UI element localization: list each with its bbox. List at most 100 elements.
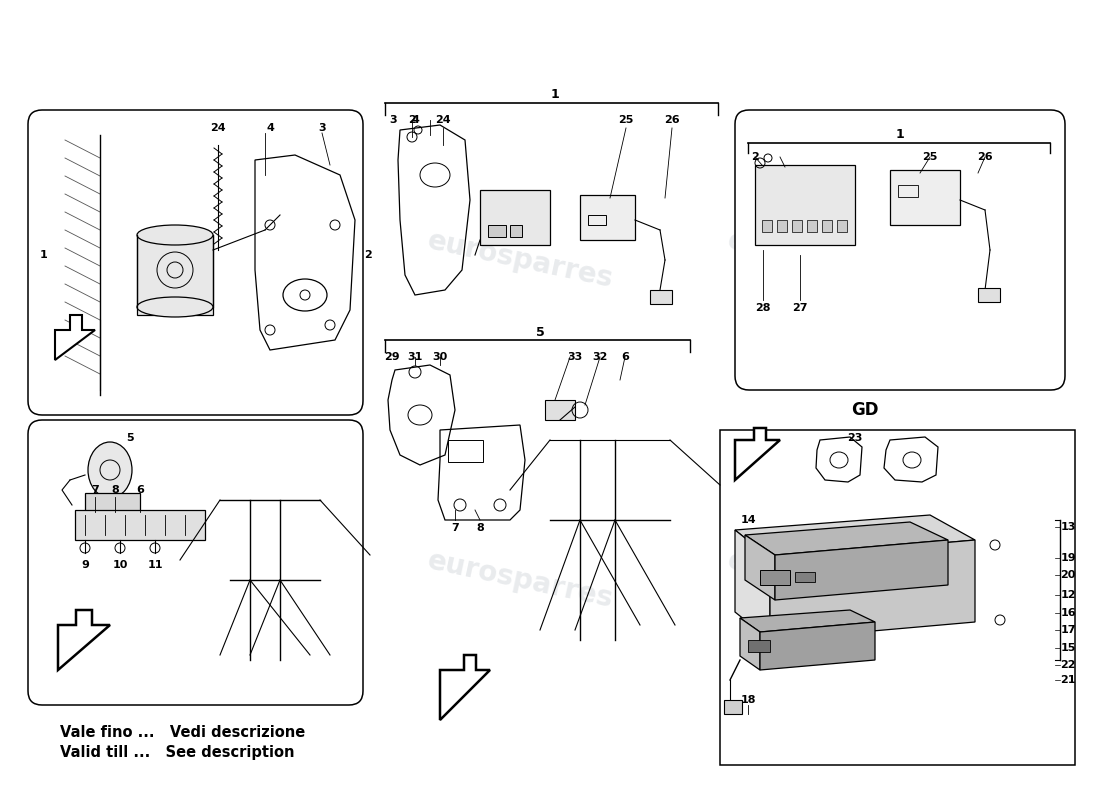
Polygon shape xyxy=(770,540,975,640)
Text: Vale fino ...   Vedi descrizione: Vale fino ... Vedi descrizione xyxy=(60,725,306,740)
Text: 1: 1 xyxy=(40,250,48,260)
Bar xyxy=(755,165,855,245)
Text: 1: 1 xyxy=(551,89,560,102)
Text: 6: 6 xyxy=(621,352,629,362)
Bar xyxy=(650,290,672,304)
FancyBboxPatch shape xyxy=(28,110,363,415)
Text: eurosparres: eurosparres xyxy=(89,557,280,623)
Polygon shape xyxy=(735,530,770,640)
Bar xyxy=(448,440,483,462)
Text: 24: 24 xyxy=(436,115,451,125)
Bar xyxy=(795,572,815,582)
Text: 6: 6 xyxy=(136,485,144,495)
Bar xyxy=(807,220,817,232)
Polygon shape xyxy=(745,522,948,555)
Text: 25: 25 xyxy=(922,152,937,162)
Text: 25: 25 xyxy=(618,115,634,125)
Bar xyxy=(890,170,960,225)
Text: eurosparres: eurosparres xyxy=(725,546,915,614)
Bar xyxy=(510,225,522,237)
Polygon shape xyxy=(760,622,874,670)
Text: 21: 21 xyxy=(1060,675,1076,685)
Bar xyxy=(760,570,790,585)
Polygon shape xyxy=(735,515,975,558)
Text: eurosparres: eurosparres xyxy=(89,297,280,363)
Text: 26: 26 xyxy=(664,115,680,125)
Bar xyxy=(898,185,918,197)
Polygon shape xyxy=(55,315,95,360)
Text: 32: 32 xyxy=(592,352,607,362)
Polygon shape xyxy=(440,655,490,720)
Text: 12: 12 xyxy=(1060,590,1076,600)
Text: 20: 20 xyxy=(1060,570,1076,580)
Text: 4: 4 xyxy=(266,123,274,133)
Bar xyxy=(978,288,1000,302)
Text: 27: 27 xyxy=(792,303,807,313)
Bar xyxy=(588,215,606,225)
Text: 24: 24 xyxy=(210,123,225,133)
Polygon shape xyxy=(735,428,780,480)
Text: 18: 18 xyxy=(740,695,756,705)
Text: eurosparres: eurosparres xyxy=(725,226,915,294)
Bar xyxy=(138,235,213,315)
Bar xyxy=(85,493,140,511)
Text: 2: 2 xyxy=(408,115,416,125)
Text: Valid till ...   See description: Valid till ... See description xyxy=(60,745,295,760)
Text: 7: 7 xyxy=(451,523,459,533)
Text: 16: 16 xyxy=(1060,608,1076,618)
Bar xyxy=(580,195,635,240)
Text: 29: 29 xyxy=(384,352,399,362)
Text: 2: 2 xyxy=(364,250,372,260)
Polygon shape xyxy=(740,610,874,632)
Bar xyxy=(75,510,205,540)
Text: 1: 1 xyxy=(895,129,904,142)
Text: 28: 28 xyxy=(756,303,771,313)
Text: 2: 2 xyxy=(751,152,759,162)
Bar xyxy=(480,190,550,245)
Text: eurosparres: eurosparres xyxy=(425,226,616,294)
Text: 15: 15 xyxy=(1060,643,1076,653)
Bar xyxy=(777,220,786,232)
Bar xyxy=(748,640,770,652)
Ellipse shape xyxy=(88,442,132,498)
Bar xyxy=(792,220,802,232)
Bar xyxy=(822,220,832,232)
Text: 23: 23 xyxy=(847,433,862,443)
Polygon shape xyxy=(740,618,760,670)
Text: GD: GD xyxy=(851,401,879,419)
Text: 8: 8 xyxy=(476,523,484,533)
Text: eurosparres: eurosparres xyxy=(425,546,616,614)
Text: 30: 30 xyxy=(432,352,448,362)
Text: 26: 26 xyxy=(977,152,993,162)
Text: 3: 3 xyxy=(389,115,397,125)
Text: 22: 22 xyxy=(1060,660,1076,670)
Bar xyxy=(720,430,1075,765)
Text: 8: 8 xyxy=(111,485,119,495)
Bar xyxy=(488,225,506,237)
Text: 3: 3 xyxy=(318,123,326,133)
Bar xyxy=(762,220,772,232)
Polygon shape xyxy=(745,535,776,600)
Text: 31: 31 xyxy=(407,352,422,362)
Text: 7: 7 xyxy=(91,485,99,495)
Polygon shape xyxy=(776,540,948,600)
Bar xyxy=(837,220,847,232)
FancyBboxPatch shape xyxy=(735,110,1065,390)
Text: 5: 5 xyxy=(126,433,134,443)
Text: 17: 17 xyxy=(1060,625,1076,635)
Bar xyxy=(544,400,575,420)
Text: 11: 11 xyxy=(147,560,163,570)
Text: 14: 14 xyxy=(740,515,756,525)
Text: 9: 9 xyxy=(81,560,89,570)
Ellipse shape xyxy=(138,225,213,245)
Text: 10: 10 xyxy=(112,560,128,570)
Polygon shape xyxy=(58,610,110,670)
Text: 13: 13 xyxy=(1060,522,1076,532)
Text: 33: 33 xyxy=(568,352,583,362)
Text: 4: 4 xyxy=(411,115,419,125)
Text: 19: 19 xyxy=(1060,553,1076,563)
Text: 5: 5 xyxy=(536,326,544,339)
Ellipse shape xyxy=(138,297,213,317)
Bar xyxy=(724,700,743,714)
FancyBboxPatch shape xyxy=(28,420,363,705)
